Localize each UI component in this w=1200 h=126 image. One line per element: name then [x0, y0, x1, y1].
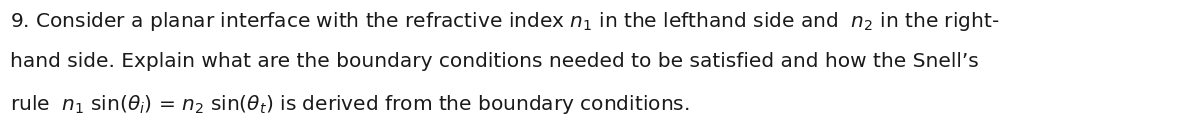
- Text: rule  $n_1$ sin($\theta_i$) = $n_2$ sin($\theta_t$) is derived from the boundary: rule $n_1$ sin($\theta_i$) = $n_2$ sin($…: [10, 93, 690, 116]
- Text: 9. Consider a planar interface with the refractive index $n_1$ in the lefthand s: 9. Consider a planar interface with the …: [10, 10, 1000, 33]
- Text: hand side. Explain what are the boundary conditions needed to be satisfied and h: hand side. Explain what are the boundary…: [10, 52, 979, 71]
